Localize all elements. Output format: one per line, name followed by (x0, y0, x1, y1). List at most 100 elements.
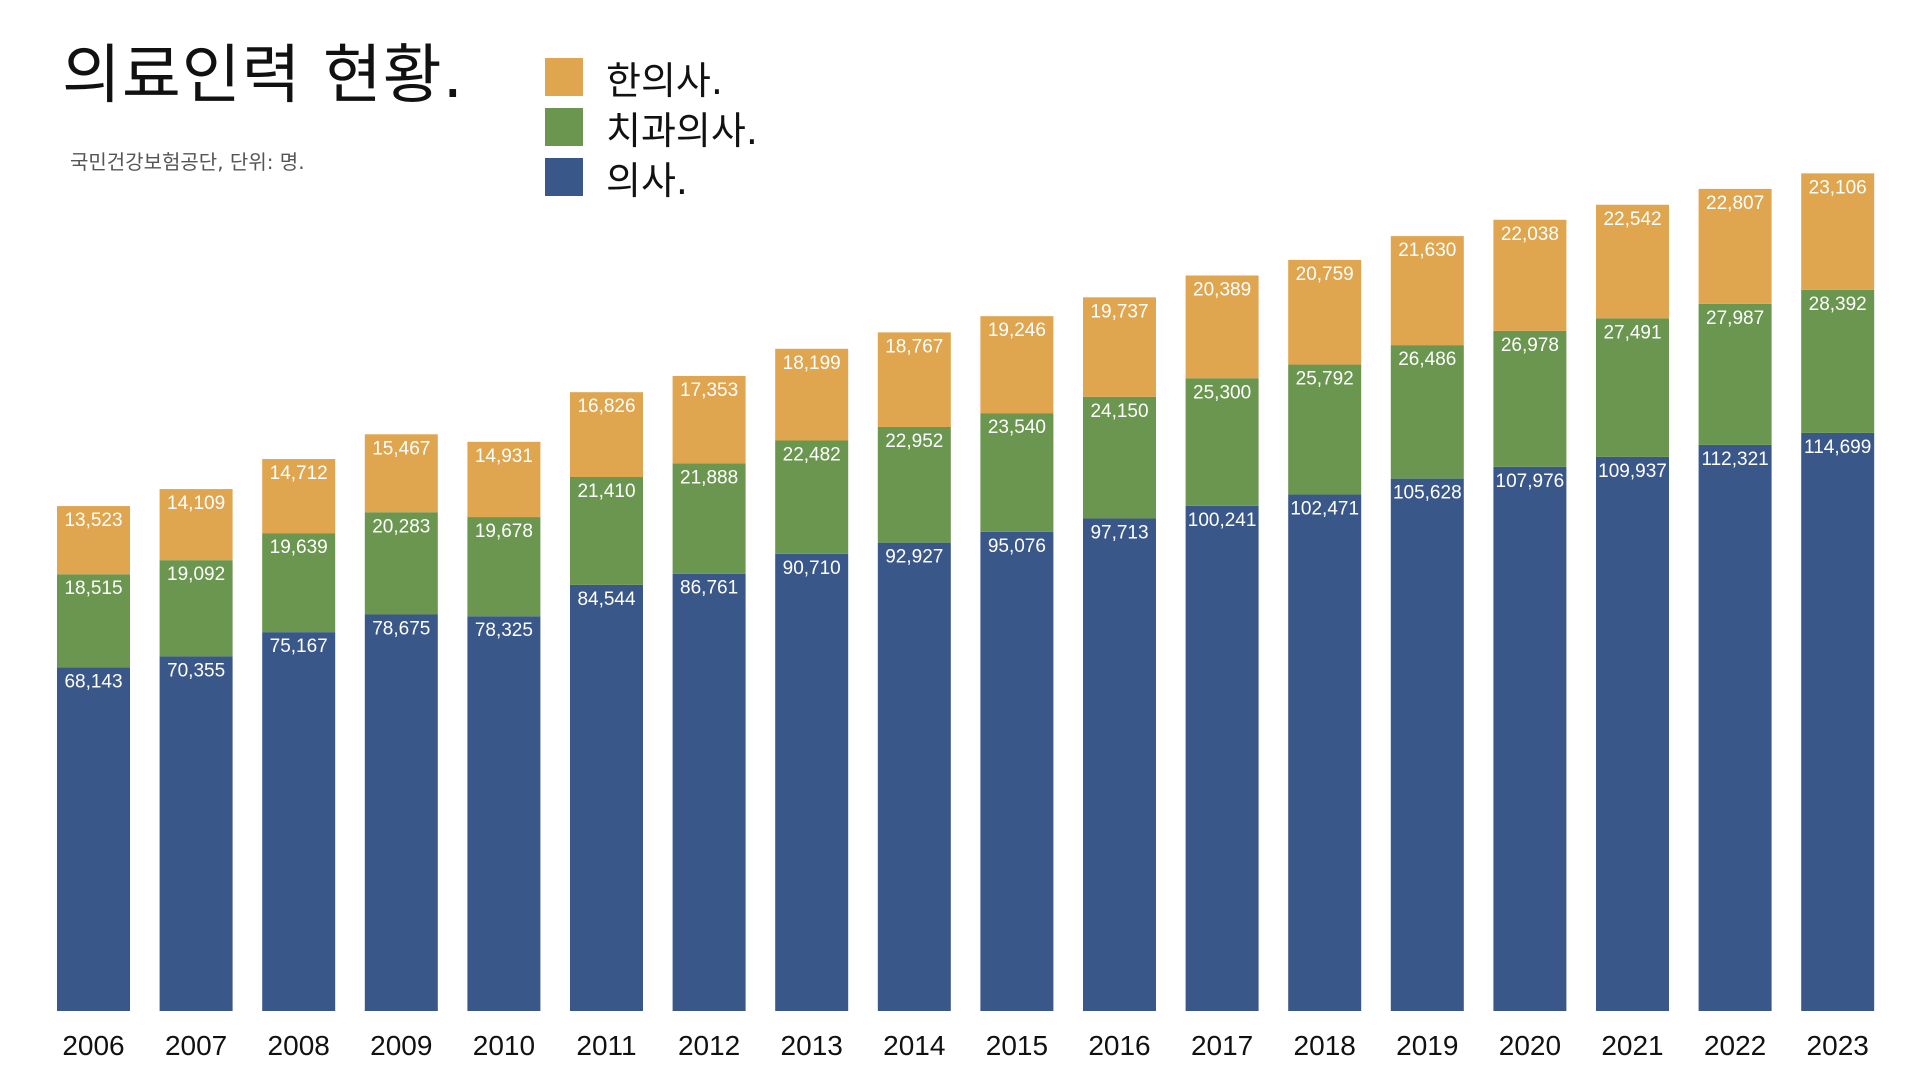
x-tick-label-2013: 2013 (781, 1030, 843, 1061)
data-label-oriental-doctor-2009: 15,467 (372, 438, 430, 459)
bar-doctor-2014 (877, 542, 951, 1011)
data-label-oriental-doctor-2017: 20,389 (1193, 280, 1251, 301)
data-label-oriental-doctor-2021: 22,542 (1603, 209, 1661, 230)
bar-dentist-2016 (1083, 396, 1156, 519)
bar-dentist-2012 (672, 463, 746, 574)
bar-oriental-doctor-2007 (159, 489, 233, 561)
bar-dentist-2008 (262, 533, 336, 633)
data-label-oriental-doctor-2006: 13,523 (64, 510, 122, 531)
bar-dentist-2014 (877, 426, 951, 543)
x-tick-label-2018: 2018 (1294, 1030, 1356, 1061)
bar-dentist-2009 (364, 512, 438, 615)
data-label-doctor-2015: 95,076 (988, 536, 1046, 557)
bar-oriental-doctor-2011 (570, 392, 643, 477)
bar-dentist-2019 (1390, 345, 1464, 479)
bar-dentist-2022 (1698, 303, 1772, 445)
data-label-oriental-doctor-2012: 17,353 (680, 380, 738, 401)
data-label-oriental-doctor-2008: 14,712 (270, 463, 328, 484)
bar-doctor-2010 (467, 616, 541, 1011)
data-label-dentist-2012: 21,888 (680, 467, 738, 488)
data-label-dentist-2020: 26,978 (1501, 335, 1559, 356)
x-tick-label-2022: 2022 (1704, 1030, 1766, 1061)
bar-oriental-doctor-2013 (775, 348, 849, 441)
data-label-dentist-2007: 19,092 (167, 564, 225, 585)
x-tick-label-2023: 2023 (1807, 1030, 1869, 1061)
legend-label-dentist: 치과의사. (606, 108, 758, 153)
bar-oriental-doctor-2016 (1083, 297, 1156, 397)
x-tick-label-2008: 2008 (268, 1030, 330, 1061)
data-label-dentist-2023: 28,392 (1809, 294, 1867, 315)
data-label-dentist-2022: 27,987 (1706, 308, 1764, 329)
data-label-doctor-2014: 92,927 (885, 547, 943, 568)
data-label-doctor-2017: 100,241 (1188, 510, 1257, 531)
data-label-oriental-doctor-2010: 14,931 (475, 446, 533, 467)
data-label-doctor-2016: 97,713 (1090, 523, 1148, 544)
bar-doctor-2011 (570, 584, 643, 1011)
x-tick-label-2011: 2011 (576, 1030, 636, 1061)
bar-oriental-doctor-2018 (1288, 259, 1362, 365)
x-tick-label-2006: 2006 (62, 1030, 124, 1061)
bar-dentist-2018 (1288, 364, 1362, 495)
bar-doctor-2008 (262, 632, 336, 1011)
data-label-doctor-2010: 78,325 (475, 620, 533, 641)
data-label-doctor-2019: 105,628 (1393, 483, 1462, 504)
data-label-dentist-2008: 19,639 (270, 537, 328, 558)
data-label-oriental-doctor-2022: 22,807 (1706, 193, 1764, 214)
data-label-dentist-2017: 25,300 (1193, 382, 1251, 403)
data-label-doctor-2023: 114,699 (1804, 437, 1871, 458)
data-label-dentist-2011: 21,410 (577, 481, 635, 502)
legend-swatch-oriental-doctor (545, 58, 583, 96)
data-label-oriental-doctor-2015: 19,246 (988, 320, 1046, 341)
x-tick-label-2009: 2009 (370, 1030, 432, 1061)
bar-dentist-2006 (57, 574, 130, 668)
data-label-doctor-2018: 102,471 (1290, 499, 1359, 520)
bar-oriental-doctor-2023 (1801, 173, 1875, 290)
bar-doctor-2016 (1083, 518, 1156, 1011)
bar-oriental-doctor-2022 (1698, 188, 1772, 304)
data-label-oriental-doctor-2018: 20,759 (1296, 264, 1354, 285)
data-label-doctor-2008: 75,167 (270, 636, 328, 657)
data-label-oriental-doctor-2020: 22,038 (1501, 224, 1559, 245)
bar-doctor-2019 (1390, 478, 1464, 1011)
bar-oriental-doctor-2017 (1185, 275, 1259, 379)
bar-dentist-2011 (570, 476, 643, 585)
legend-swatch-doctor (545, 158, 583, 196)
data-label-dentist-2016: 24,150 (1090, 401, 1148, 422)
data-label-doctor-2022: 112,321 (1701, 449, 1768, 470)
data-label-doctor-2009: 78,675 (372, 618, 430, 639)
legend-swatch-dentist (545, 108, 583, 146)
bar-dentist-2020 (1493, 330, 1567, 467)
bar-oriental-doctor-2012 (672, 375, 746, 464)
bar-dentist-2007 (159, 560, 233, 657)
bar-doctor-2013 (775, 553, 849, 1011)
data-label-oriental-doctor-2013: 18,199 (783, 353, 841, 374)
bar-oriental-doctor-2020 (1493, 219, 1567, 331)
x-tick-label-2015: 2015 (986, 1030, 1048, 1061)
data-label-dentist-2009: 20,283 (372, 516, 430, 537)
x-tick-label-2021: 2021 (1601, 1030, 1663, 1061)
data-label-dentist-2021: 27,491 (1603, 322, 1661, 343)
legend-item-doctor: 의사. (545, 152, 758, 203)
legend-item-dentist: 치과의사. (545, 102, 758, 153)
bar-doctor-2018 (1288, 494, 1362, 1012)
data-label-oriental-doctor-2011: 16,826 (577, 396, 635, 417)
data-label-doctor-2007: 70,355 (167, 660, 225, 681)
data-label-dentist-2013: 22,482 (783, 445, 841, 466)
legend-item-oriental-doctor: 한의사. (545, 52, 758, 103)
bar-doctor-2012 (672, 573, 746, 1011)
data-label-dentist-2010: 19,678 (475, 521, 533, 542)
bar-oriental-doctor-2015 (980, 316, 1054, 414)
bar-doctor-2015 (980, 531, 1054, 1011)
x-tick-label-2007: 2007 (165, 1030, 227, 1061)
x-tick-label-2020: 2020 (1499, 1030, 1561, 1061)
bar-doctor-2006 (57, 667, 130, 1011)
bar-doctor-2009 (364, 614, 438, 1011)
bar-dentist-2013 (775, 440, 849, 554)
bar-dentist-2015 (980, 413, 1054, 532)
bar-doctor-2023 (1801, 432, 1875, 1011)
bar-oriental-doctor-2014 (877, 332, 951, 427)
bar-dentist-2017 (1185, 378, 1259, 506)
bar-doctor-2017 (1185, 505, 1259, 1011)
legend-label-doctor: 의사. (606, 158, 688, 203)
